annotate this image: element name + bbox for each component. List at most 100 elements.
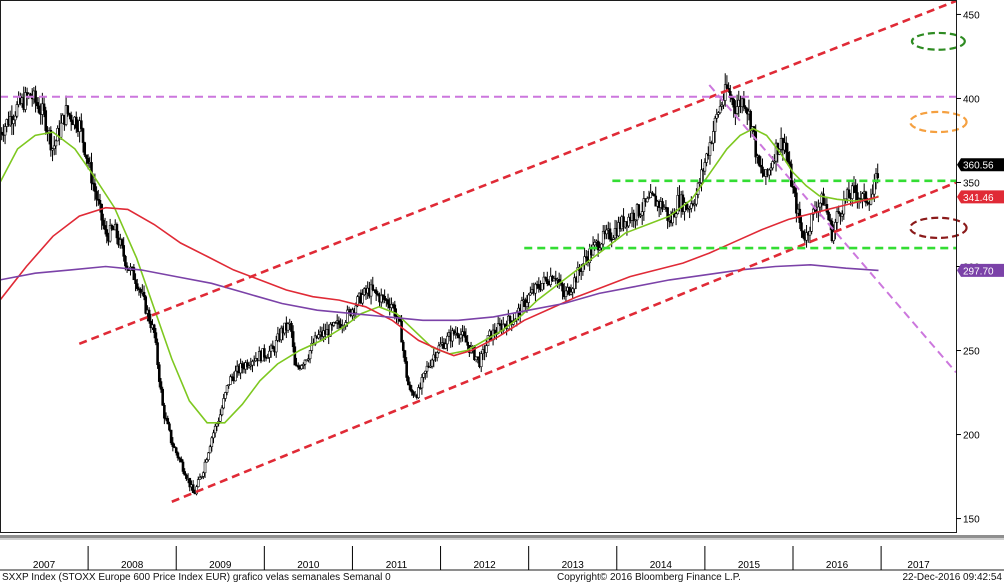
candle-body <box>203 461 207 474</box>
candle-body <box>546 278 549 284</box>
candle-body <box>66 105 70 114</box>
candle-body <box>593 242 597 246</box>
candle-body <box>462 331 466 337</box>
candle-body <box>81 128 85 143</box>
candle-body <box>534 283 537 294</box>
candle-body <box>537 284 541 289</box>
y-tick-label: 200 <box>963 431 980 442</box>
y-tick-label: 350 <box>963 178 980 189</box>
candle-body <box>715 114 719 119</box>
candle-body <box>224 392 227 399</box>
moving-average-line-1 <box>0 127 879 424</box>
candle-body <box>168 423 171 431</box>
candle-body <box>712 131 715 144</box>
candle-body <box>291 331 295 348</box>
candle-body <box>24 92 27 110</box>
candle-body <box>540 282 544 291</box>
candle-body <box>420 377 424 389</box>
candle-body <box>74 116 78 129</box>
x-tick-label: 2017 <box>907 560 930 571</box>
candle-body <box>598 247 602 251</box>
candle-body <box>12 119 15 124</box>
candle-body <box>3 126 7 136</box>
candle-body <box>161 388 164 406</box>
candle-body <box>95 191 98 200</box>
candle-body <box>296 365 300 368</box>
candle-body <box>379 294 383 303</box>
candle-body <box>185 474 188 479</box>
candle-body <box>705 153 708 163</box>
candle-body <box>163 404 166 419</box>
target-ellipse-1 <box>910 31 966 51</box>
y-tick-label: 250 <box>963 347 980 358</box>
candle-body <box>742 98 746 108</box>
candle-body <box>124 256 127 267</box>
candle-body <box>49 130 53 151</box>
candle-body <box>732 98 735 108</box>
candle-body <box>564 290 568 297</box>
candle-body <box>800 222 803 232</box>
candle-body <box>64 105 68 125</box>
candle-body <box>456 332 459 336</box>
candle-body <box>812 208 815 215</box>
footer-index-description: SXXP Index (STOXX Europe 600 Price Index… <box>2 572 391 583</box>
trend-line-1 <box>78 0 957 346</box>
candle-body <box>601 230 605 245</box>
candle-body <box>220 407 224 416</box>
candle-body <box>249 364 253 367</box>
candle-body <box>612 237 615 240</box>
candle-body <box>100 203 103 221</box>
candle-body <box>554 278 558 280</box>
candle-body <box>83 142 87 156</box>
candle-body <box>169 429 173 444</box>
candle-body <box>693 203 697 206</box>
candle-body <box>218 414 222 422</box>
candle-body <box>634 219 637 222</box>
candle-body <box>35 102 39 107</box>
candle-body <box>44 110 48 131</box>
candle-body <box>93 183 97 192</box>
footer-copyright: Copyright© 2016 Bloomberg Finance L.P. <box>557 572 741 583</box>
x-tick-label: 2012 <box>473 560 496 571</box>
candle-body <box>156 342 159 366</box>
candle-body <box>149 320 153 329</box>
candle-body <box>51 148 54 151</box>
candle-body <box>80 120 83 129</box>
candle-body <box>96 198 100 201</box>
candle-body <box>617 222 620 237</box>
candle-body <box>213 425 217 434</box>
candle-body <box>196 479 200 488</box>
candle-body <box>873 180 876 195</box>
candle-body <box>135 283 139 289</box>
candle-body <box>69 114 73 122</box>
candle-body <box>573 277 576 290</box>
candle-body <box>174 447 178 454</box>
candle-body <box>832 231 835 241</box>
x-tick-label: 2013 <box>562 560 585 571</box>
candle-body <box>332 322 336 326</box>
candle-body <box>795 192 798 214</box>
candle-body <box>386 299 390 305</box>
value-label-bg-3 <box>957 263 1004 277</box>
candle-body <box>393 304 397 317</box>
moving-average-line-2 <box>0 196 879 357</box>
candle-body <box>503 323 507 326</box>
candle-body <box>144 296 148 314</box>
price-chart: 150200250300350400450 200720082009201020… <box>0 0 1004 571</box>
candle-body <box>713 117 717 132</box>
candle-body <box>700 169 703 184</box>
candle-body <box>608 228 612 240</box>
candle-body <box>180 458 183 463</box>
candle-body <box>34 90 37 103</box>
moving-average-line-3 <box>0 263 879 322</box>
candle-body <box>773 160 776 163</box>
candle-body <box>808 230 812 236</box>
candle-body <box>474 356 478 361</box>
candle-body <box>171 442 175 447</box>
candle-body <box>205 459 209 463</box>
candle-body <box>188 477 192 488</box>
candle-body <box>86 158 90 164</box>
candle-body <box>439 343 442 347</box>
candle-body <box>371 284 375 290</box>
candle-body <box>239 363 242 374</box>
